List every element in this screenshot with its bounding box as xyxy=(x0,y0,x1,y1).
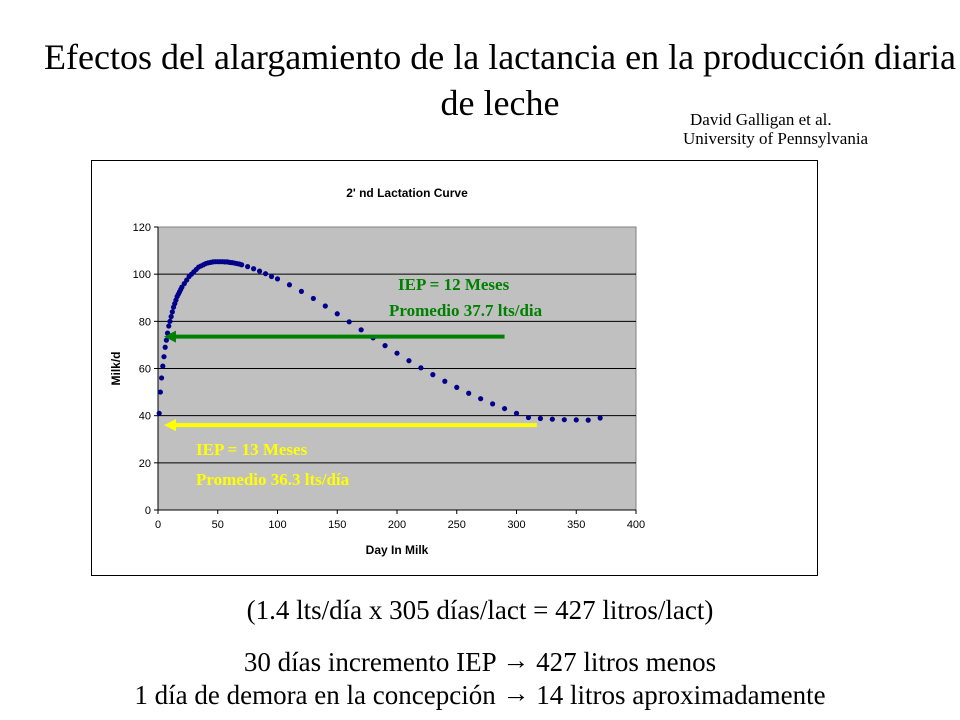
data-point xyxy=(549,416,555,422)
data-point xyxy=(160,363,166,369)
data-point xyxy=(274,276,281,282)
annotation-label-line2: Promedio 36.3 lts/día xyxy=(196,470,350,489)
data-point xyxy=(346,319,352,325)
data-point xyxy=(310,295,316,302)
annotation-label-line1: IEP = 13 Meses xyxy=(196,440,308,459)
data-point xyxy=(251,266,257,272)
data-point xyxy=(286,282,293,288)
data-point xyxy=(245,264,251,270)
data-point xyxy=(454,384,460,390)
x-tick-label: 150 xyxy=(328,519,346,531)
data-point xyxy=(168,314,174,320)
x-tick-label: 250 xyxy=(448,519,466,531)
x-tick-label: 0 xyxy=(155,519,161,531)
x-tick-label: 100 xyxy=(268,519,286,531)
data-point xyxy=(334,311,340,317)
data-point xyxy=(157,389,163,395)
y-tick-label: 20 xyxy=(139,458,151,470)
conclusion-2-left: 1 día de demora en la concepción xyxy=(134,680,496,710)
data-point xyxy=(167,318,173,324)
data-point xyxy=(537,415,543,422)
data-point xyxy=(466,390,472,396)
annotation-label-line2: Promedio 37.7 lts/dia xyxy=(389,301,543,320)
y-tick-label: 60 xyxy=(139,364,151,376)
conclusion-1-right: 427 litros menos xyxy=(536,647,717,677)
credit-institution: University of Pennsylvania xyxy=(683,129,869,148)
data-point xyxy=(166,323,172,329)
data-point xyxy=(268,273,275,280)
x-tick-label: 200 xyxy=(388,519,406,531)
data-point xyxy=(358,327,364,333)
data-point xyxy=(162,344,168,350)
data-point xyxy=(561,417,567,423)
data-point xyxy=(501,405,508,412)
x-tick-label: 300 xyxy=(507,519,525,531)
conclusion-1-left: 30 días incremento IEP xyxy=(243,647,496,677)
data-point xyxy=(394,350,400,356)
data-point xyxy=(573,417,579,423)
annotation-label-line1: IEP = 12 Meses xyxy=(398,275,510,294)
annotation-arrow-head xyxy=(163,330,176,343)
y-tick-label: 120 xyxy=(133,222,151,234)
conclusion-2-right: 14 litros aproximadamente xyxy=(536,680,826,710)
data-point xyxy=(161,354,167,360)
y-tick-label: 0 xyxy=(145,505,151,517)
conclusion-line-2: 1 día de demora en la concepción → 14 li… xyxy=(40,678,920,711)
formula-text: (1.4 lts/día x 305 días/lact = 427 litro… xyxy=(246,595,714,625)
data-point xyxy=(262,271,269,277)
data-point xyxy=(163,337,169,343)
lactation-chart: 0 20 40 60 80 100 120 0 50 100 150 200 250 300 350 400 2… xyxy=(109,186,645,557)
chart-frame: 0 20 40 60 80 100 120 0 50 100 150 200 250 300 350 400 2… xyxy=(91,160,818,576)
data-point xyxy=(382,343,388,349)
data-point xyxy=(490,401,496,407)
y-tick-label: 40 xyxy=(139,411,151,423)
x-tick-label: 400 xyxy=(627,519,645,531)
right-arrow-icon: → xyxy=(502,645,530,675)
y-tick-label: 80 xyxy=(139,316,151,328)
conclusion-line-1: 30 días incremento IEP → 427 litros meno… xyxy=(40,645,920,678)
slide-title: Efectos del alargamiento de la lactancia… xyxy=(44,37,956,123)
data-point xyxy=(430,372,436,378)
x-axis-label: Day In Milk xyxy=(366,543,429,557)
data-point xyxy=(525,414,532,421)
data-point xyxy=(158,375,165,381)
data-point xyxy=(585,417,591,423)
data-point xyxy=(597,415,603,421)
data-point xyxy=(406,358,412,364)
data-point xyxy=(256,268,263,274)
annotation-arrow-head xyxy=(163,419,176,432)
data-point xyxy=(513,410,520,416)
y-axis-label: Milk/d xyxy=(109,351,123,385)
x-tick-label: 50 xyxy=(212,519,224,531)
data-point xyxy=(418,365,424,371)
data-point xyxy=(156,410,162,416)
data-point xyxy=(239,262,245,268)
data-point xyxy=(298,288,304,294)
x-tick-label: 350 xyxy=(567,519,585,531)
chart-title: 2' nd Lactation Curve xyxy=(346,186,468,200)
data-point xyxy=(169,309,175,315)
y-tick-label: 100 xyxy=(133,269,151,281)
data-point xyxy=(442,378,448,384)
data-point xyxy=(478,396,484,402)
credit-author: David Galligan et al. xyxy=(690,110,832,129)
right-arrow-icon: → xyxy=(502,678,530,708)
data-point xyxy=(322,303,328,309)
